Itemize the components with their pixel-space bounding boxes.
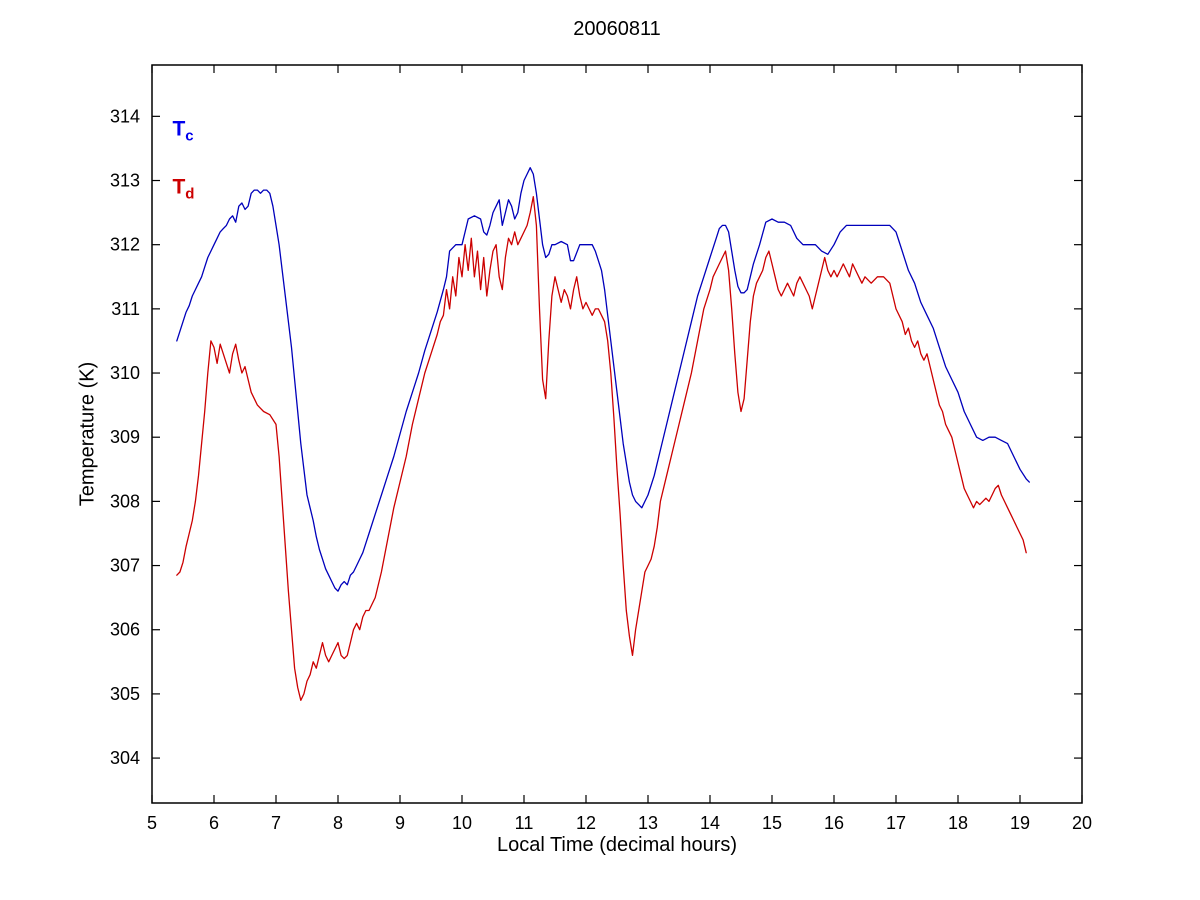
series-line-d — [176, 195, 1027, 701]
y-tick-label: 313 — [110, 171, 140, 191]
x-tick-label: 8 — [333, 813, 343, 833]
x-tick-label: 18 — [948, 813, 968, 833]
y-tick-label: 305 — [110, 684, 140, 704]
x-tick-label: 9 — [395, 813, 405, 833]
x-tick-label: 13 — [638, 813, 658, 833]
series-legend-label-c: Tc — [172, 118, 193, 145]
x-tick-label: 20 — [1072, 813, 1092, 833]
y-tick-label: 309 — [110, 427, 140, 447]
y-tick-label: 310 — [110, 363, 140, 383]
y-tick-label: 307 — [110, 556, 140, 576]
y-axis-label: Temperature (K) — [76, 361, 99, 507]
axes-box — [151, 64, 1083, 804]
y-tick-label: 306 — [110, 620, 140, 640]
x-tick-label: 16 — [824, 813, 844, 833]
y-tick-label: 304 — [110, 748, 140, 768]
x-tick-label: 7 — [271, 813, 281, 833]
x-tick-label: 11 — [515, 813, 534, 833]
chart-title: 20060811 — [573, 18, 661, 40]
y-tick-label: 312 — [110, 235, 140, 255]
series-legend-label-d: Td — [172, 175, 194, 202]
x-tick-label: 6 — [209, 813, 219, 833]
series-line-c — [176, 167, 1030, 592]
x-tick-label: 5 — [147, 813, 157, 833]
x-tick-label: 19 — [1010, 813, 1030, 833]
x-tick-label: 17 — [886, 813, 906, 833]
y-tick-label: 308 — [110, 491, 140, 511]
x-tick-label: 12 — [576, 813, 596, 833]
x-tick-label: 10 — [452, 813, 472, 833]
y-tick-label: 314 — [110, 106, 140, 126]
x-axis-label: Local Time (decimal hours) — [496, 834, 738, 856]
y-tick-label: 311 — [111, 299, 140, 319]
x-tick-label: 15 — [762, 813, 782, 833]
x-tick-label: 14 — [700, 813, 720, 833]
